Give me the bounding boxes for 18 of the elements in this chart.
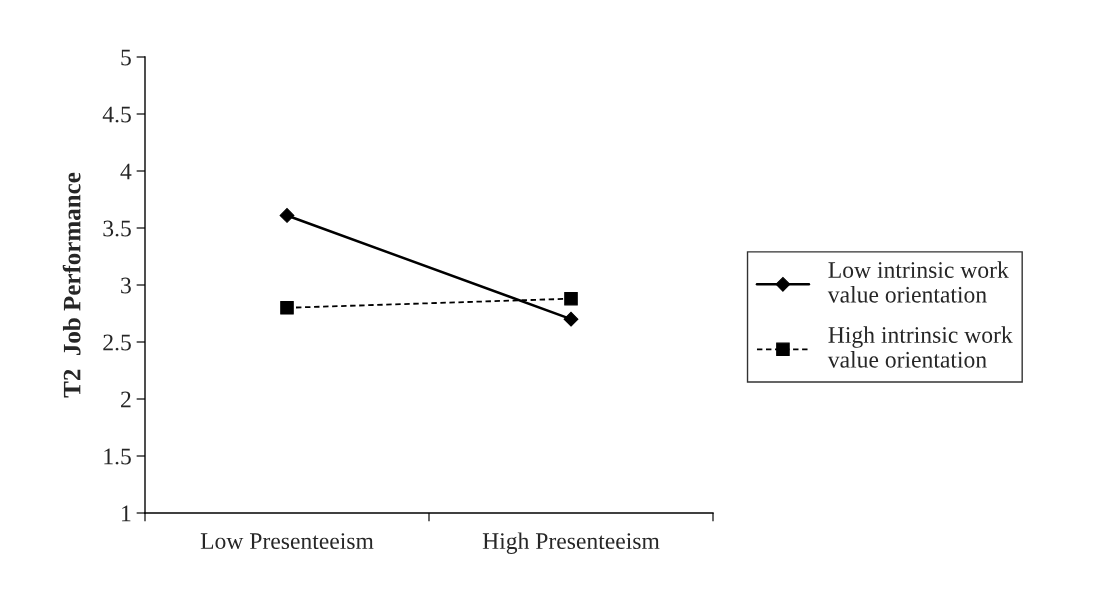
x-tick-label: Low Presenteeism (200, 533, 374, 550)
legend-label: Low intrinsic work value orientation (827, 261, 1009, 303)
point (564, 291, 578, 306)
y-tick-label: 1 (122, 505, 131, 522)
y-tick-label: 4 (120, 163, 132, 180)
y-tick-label: 3 (121, 277, 131, 294)
y-tick-label: 1.5 (104, 448, 131, 465)
y-tick-label: 2 (121, 391, 131, 408)
point (280, 301, 294, 315)
y-tick-label: 3.5 (103, 220, 131, 237)
y-axis-title: T2 Job Performance (62, 172, 81, 398)
point (279, 208, 295, 223)
y-tick-label: 2.5 (103, 334, 131, 351)
point (563, 311, 579, 327)
x-tick-label: High Presenteeism (482, 532, 660, 554)
legend-label: High intrinsic work value orientation (827, 326, 1013, 368)
y-tick-label: 5 (121, 49, 131, 66)
y-tick-label: 4.5 (102, 106, 131, 123)
